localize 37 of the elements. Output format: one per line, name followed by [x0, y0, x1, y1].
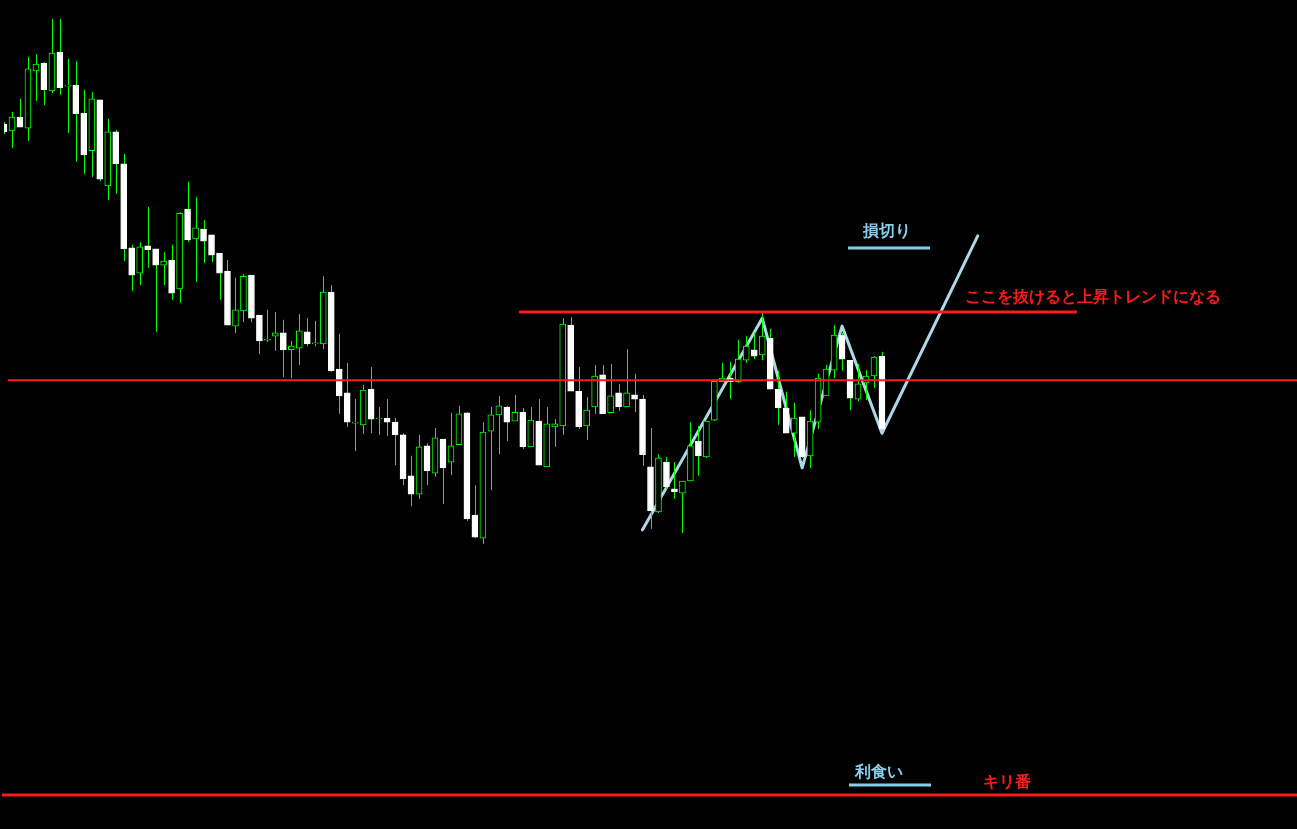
candlestick	[295, 313, 303, 366]
candlestick	[192, 196, 199, 283]
candlestick	[623, 348, 630, 408]
ref-line-label: 利食い	[854, 762, 903, 782]
candlestick	[208, 234, 215, 263]
candlestick	[511, 394, 519, 422]
candlestick	[734, 339, 742, 384]
candlestick	[615, 383, 622, 412]
candlestick	[288, 340, 295, 379]
candlestick	[351, 398, 359, 452]
candlestick	[583, 396, 590, 441]
candlestick	[607, 363, 614, 414]
ref-line-label: ここを抜けると上昇トレンドになる	[965, 287, 1221, 307]
candlestick	[742, 335, 750, 364]
candlestick	[144, 206, 151, 269]
candlestick	[551, 418, 559, 448]
ref-line-label: キリ番	[983, 772, 1031, 792]
candlestick	[216, 252, 223, 301]
candlestick	[160, 251, 167, 286]
candlestick	[679, 480, 686, 534]
candlestick	[280, 319, 287, 378]
candlestick	[303, 317, 311, 347]
candlestick	[64, 58, 72, 134]
candlestick	[663, 456, 670, 490]
candlestick	[758, 312, 766, 361]
candlestick	[782, 391, 790, 434]
candlestick	[750, 332, 758, 360]
candlestick	[311, 320, 319, 347]
candlestick	[375, 406, 383, 436]
candlestick	[264, 309, 271, 343]
candlestick	[774, 370, 782, 426]
candlestick	[695, 425, 702, 477]
candlestick	[152, 248, 159, 333]
candlestick	[200, 219, 207, 264]
candlestick	[383, 398, 391, 437]
ref-line-label: 損切り	[862, 221, 911, 241]
candlestick	[232, 277, 239, 334]
